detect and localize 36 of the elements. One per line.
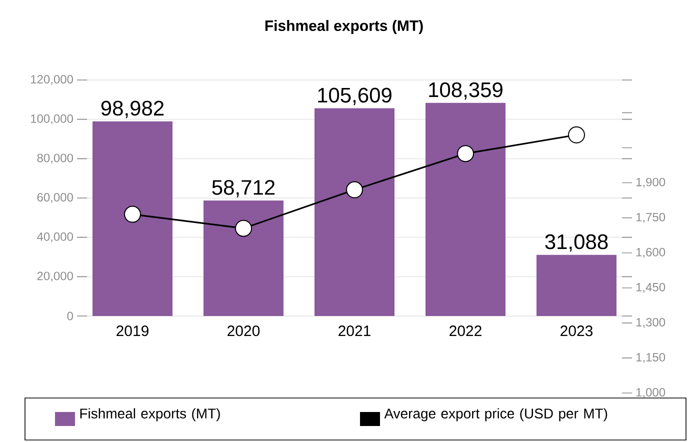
legend-label: Average export price (USD per MT) <box>384 408 608 422</box>
data-label: 98,982 <box>101 100 164 118</box>
point <box>124 206 141 223</box>
y-tick-label: 60,000 <box>37 193 73 203</box>
legend-label: Fishmeal exports (MT) <box>80 408 220 422</box>
y-tick-label: 120,000 <box>31 75 73 85</box>
chart-title: Fishmeal exports (MT) <box>265 20 423 34</box>
data-label: 31,088 <box>545 234 608 252</box>
x-tick-label: 2019 <box>116 326 148 336</box>
y2-tick-label: 1,600 <box>636 248 666 258</box>
data-label: 105,609 <box>318 88 392 106</box>
y2-tick-label: 1,450 <box>636 282 666 293</box>
y2-tick-label: 1,000 <box>636 388 666 398</box>
y2-tick-label: 1,300 <box>636 318 666 328</box>
x-tick-label: 2021 <box>338 326 370 336</box>
point <box>235 220 252 237</box>
point <box>457 145 474 162</box>
y-tick-label: 0 <box>67 312 74 320</box>
y-tick-label: 80,000 <box>37 154 73 164</box>
y-tick-label: 100,000 <box>31 114 73 124</box>
data-label: 108,359 <box>429 82 502 100</box>
y2-tick-label: 1,150 <box>636 353 666 363</box>
x-tick-label: 2020 <box>228 326 260 336</box>
bar <box>204 200 284 316</box>
data-label: 58,712 <box>212 180 275 198</box>
y-tick-label: 20,000 <box>37 272 73 282</box>
bar <box>92 121 172 316</box>
x-tick-label: 2023 <box>560 326 593 336</box>
bar <box>426 102 506 316</box>
y-tick-label: 40,000 <box>37 232 73 242</box>
y2-tick-label: 1,900 <box>636 178 666 188</box>
x-tick-label: 2022 <box>450 326 482 336</box>
bar <box>536 254 616 316</box>
point <box>346 181 364 198</box>
bar <box>314 108 394 316</box>
y2-tick-label: 1,750 <box>636 212 666 223</box>
